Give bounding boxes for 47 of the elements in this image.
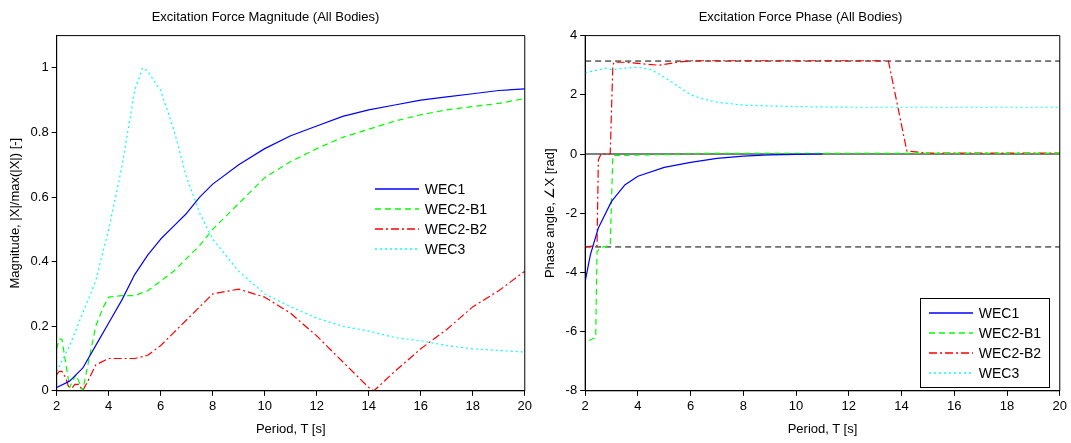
x-tick-label: 6 [157,398,165,414]
y-tick-label: -4 [565,263,578,279]
legend-label: WEC2-B2 [978,345,1041,361]
x-axis-title: Period, T [s] [787,420,858,436]
x-tick-label: 16 [413,398,428,414]
y-tick-label: -6 [565,323,578,339]
x-tick-label: 8 [209,398,217,414]
y-tick-label: 0.4 [30,253,49,269]
y-tick-label: 0.6 [30,188,49,204]
y-tick-label: 0 [569,145,578,161]
chart-title: Excitation Force Phase (All Bodies) [698,9,903,25]
x-tick-label: 12 [841,398,857,414]
y-tick-label: 0.2 [30,317,49,333]
x-tick-label: 18 [999,398,1015,414]
x-tick-label: 14 [361,398,376,414]
x-tick-label: 4 [105,398,113,414]
y-tick-label: 0.8 [30,124,49,140]
x-tick-label: 4 [634,398,642,414]
x-tick-label: 10 [788,398,804,414]
x-tick-label: 20 [517,398,532,414]
legend-label: WEC3 [424,241,466,257]
legend-label: WEC2-B1 [424,201,487,217]
x-tick-label: 18 [465,398,480,414]
x-tick-label: 10 [257,398,272,414]
x-tick-label: 12 [309,398,324,414]
x-tick-label: 20 [1052,398,1067,414]
y-tick-label: 4 [569,27,578,43]
x-axis-title: Period, T [s] [255,420,326,436]
legend-label: WEC2-B2 [424,221,487,237]
y-tick-label: 1 [41,59,49,75]
y-axis-title: Phase angle, ∠X [rad] [542,148,558,279]
y-tick-label: -8 [565,382,578,398]
y-tick-label: 2 [569,86,578,102]
y-tick-label: -2 [565,204,578,220]
legend-label: WEC1 [978,305,1020,321]
legend-label: WEC1 [424,181,466,197]
x-tick-label: 2 [53,398,61,414]
x-tick-label: 6 [687,398,695,414]
x-tick-label: 2 [581,398,589,414]
y-tick-label: 0 [41,382,49,398]
legend-label: WEC2-B1 [978,325,1041,341]
x-tick-label: 8 [739,398,747,414]
x-tick-label: 16 [947,398,962,414]
legend-label: WEC3 [978,365,1020,381]
chart-title: Excitation Force Magnitude (All Bodies) [151,9,380,25]
y-axis-title: Magnitude, |X|/max(|X|) [-] [7,137,23,289]
x-tick-label: 14 [894,398,909,414]
